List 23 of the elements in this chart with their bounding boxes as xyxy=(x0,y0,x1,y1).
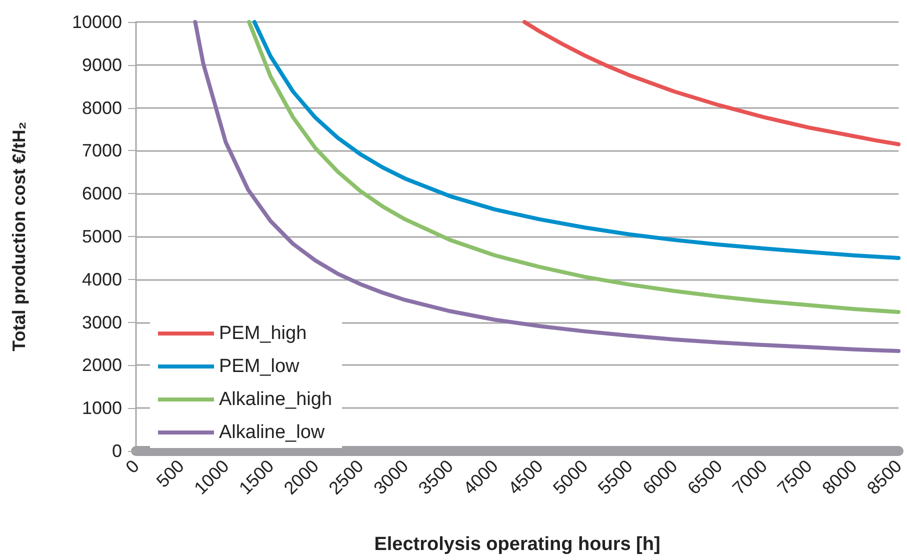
legend-label: Alkaline_high xyxy=(219,389,332,410)
y-tick-label: 10000 xyxy=(72,12,122,32)
line-series xyxy=(252,20,901,260)
x-axis-title: Electrolysis operating hours [h] xyxy=(374,534,660,555)
y-tick-label: 2000 xyxy=(82,355,122,376)
line-series xyxy=(193,20,901,354)
line-series xyxy=(247,20,901,314)
y-tick-label: 6000 xyxy=(82,184,122,204)
legend-label: PEM_low xyxy=(219,356,300,377)
x-tick-label: 0 xyxy=(122,456,144,478)
y-tick-label: 8000 xyxy=(82,98,122,118)
y-tick-label: 4000 xyxy=(82,269,122,290)
y-tick-label: 3000 xyxy=(82,312,122,332)
legend-label: Alkaline_low xyxy=(219,422,325,443)
y-tick-label: 9000 xyxy=(82,54,122,75)
y-tick-label: 7000 xyxy=(82,140,122,161)
y-tick-label: 5000 xyxy=(82,226,122,246)
y-tick-label: 1000 xyxy=(82,398,122,418)
y-axis-title: Total production cost €/tH₂ xyxy=(9,122,29,352)
x-tick-label: 500 xyxy=(152,456,188,492)
line-series xyxy=(522,20,901,146)
y-tick-label: 0 xyxy=(112,441,122,461)
legend-label: PEM_high xyxy=(219,323,307,344)
